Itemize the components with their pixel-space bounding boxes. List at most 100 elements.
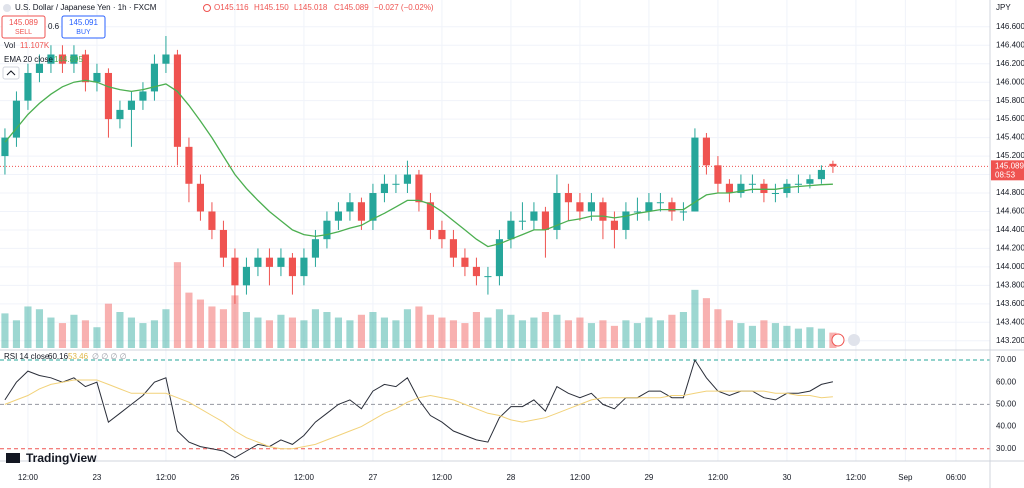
volume-bar <box>311 309 319 348</box>
symbol-title: U.S. Dollar / Japanese Yen · 1h · FXCM <box>15 3 157 12</box>
volume-bar <box>35 309 44 348</box>
volume-bar <box>507 314 515 348</box>
grid <box>0 0 990 461</box>
volume-bar <box>461 323 469 348</box>
candle-body <box>645 202 653 212</box>
volume-bar <box>714 309 722 348</box>
volume-bar <box>254 317 262 348</box>
volume-bar <box>679 312 687 348</box>
candle-body <box>737 183 745 194</box>
candle-body <box>47 54 55 64</box>
buy-price: 145.091 <box>69 18 98 27</box>
ohlc-change: −0.027 (−0.02%) <box>374 3 434 12</box>
volume-bar <box>610 325 618 348</box>
volume-bar <box>219 309 228 348</box>
symbol-icon <box>3 4 11 12</box>
x-tick-label: 12:00 <box>156 473 177 482</box>
volume-bar <box>196 299 205 348</box>
collapse-icon <box>6 70 16 76</box>
x-tick-label: 12:00 <box>570 473 591 482</box>
ema-legend: EMA 20 close <box>4 55 53 64</box>
candle-body <box>35 63 44 73</box>
flag-icon[interactable] <box>848 334 860 346</box>
plot <box>1 36 837 459</box>
ema-line <box>4 79 833 248</box>
candle-body <box>162 54 170 64</box>
x-tick-label: 23 <box>92 473 101 482</box>
logo: TradingView <box>26 451 97 465</box>
volume-bar <box>150 320 159 348</box>
candle-body <box>357 202 365 221</box>
x-tick-label: 28 <box>506 473 515 482</box>
volume-bar <box>300 320 308 348</box>
rsi-legend-value: 60.16 <box>48 352 69 361</box>
spread: 0.6 <box>48 22 60 31</box>
sell-label: SELL <box>15 29 32 36</box>
candle-body <box>116 109 124 120</box>
buy-label: BUY <box>76 29 91 36</box>
candle-body <box>24 72 32 101</box>
candle-body <box>541 211 549 230</box>
candle-body <box>587 202 595 212</box>
candle-body <box>300 257 308 277</box>
volume-legend: Vol <box>4 41 15 50</box>
volume-bar <box>472 312 480 348</box>
candle-body <box>725 183 733 194</box>
candle-body <box>173 54 182 147</box>
y-tick-label: 144.800 <box>996 188 1024 197</box>
y-tick-label: 144.000 <box>996 262 1024 271</box>
volume-bar <box>24 306 32 348</box>
candle-body <box>794 183 802 185</box>
volume-bar <box>357 314 365 348</box>
volume-bar <box>277 314 285 348</box>
candle-body <box>288 257 296 277</box>
volume-bar <box>185 292 193 348</box>
volume-bar <box>139 323 147 348</box>
volume-bar <box>576 317 584 348</box>
candle-body <box>771 193 779 195</box>
volume-bar <box>231 295 239 348</box>
volume-bar <box>633 323 641 348</box>
volume-bar <box>783 325 791 348</box>
y-tick-label: 145.800 <box>996 96 1024 105</box>
rsi-tick-label: 50.00 <box>996 399 1017 408</box>
candle-body <box>231 257 239 286</box>
volume-bar <box>656 320 664 348</box>
volume-bar <box>426 314 434 348</box>
volume-bar <box>495 309 503 348</box>
candle-body <box>311 239 319 258</box>
candle-body <box>334 211 342 221</box>
volume-bar <box>518 320 526 348</box>
volume-bar <box>599 320 607 348</box>
candle-body <box>403 174 411 184</box>
candle-body <box>783 183 791 194</box>
event-icon[interactable] <box>831 333 845 347</box>
volume-bar <box>47 317 55 348</box>
y-tick-label: 143.800 <box>996 280 1024 289</box>
volume-bar <box>484 317 492 348</box>
x-tick-label: Sep <box>898 473 913 482</box>
candle-body <box>70 54 78 64</box>
y-tick-label: 146.200 <box>996 59 1024 68</box>
ohlc-high: H145.150 <box>254 3 289 12</box>
volume-bar <box>541 312 549 348</box>
x-tick-label: 12:00 <box>294 473 315 482</box>
sell-button[interactable] <box>1 15 46 39</box>
y-tick-label: 143.600 <box>996 299 1024 308</box>
volume-bar <box>380 317 388 348</box>
buy-button[interactable] <box>61 15 106 39</box>
candle-body <box>472 266 480 277</box>
collapse-button[interactable] <box>2 66 20 80</box>
rsi-tick-label: 70.00 <box>996 355 1017 364</box>
candle-body <box>346 202 354 212</box>
volume-bar <box>564 320 572 348</box>
volume-bar <box>265 320 274 348</box>
countdown: 08:53 <box>995 170 1016 179</box>
volume-bar <box>817 328 825 348</box>
volume-bar <box>93 327 101 348</box>
candle-body <box>242 266 251 286</box>
candle-body <box>530 211 538 221</box>
candle-body <box>127 100 136 110</box>
volume-bar <box>691 289 699 348</box>
candle-body <box>12 100 21 138</box>
